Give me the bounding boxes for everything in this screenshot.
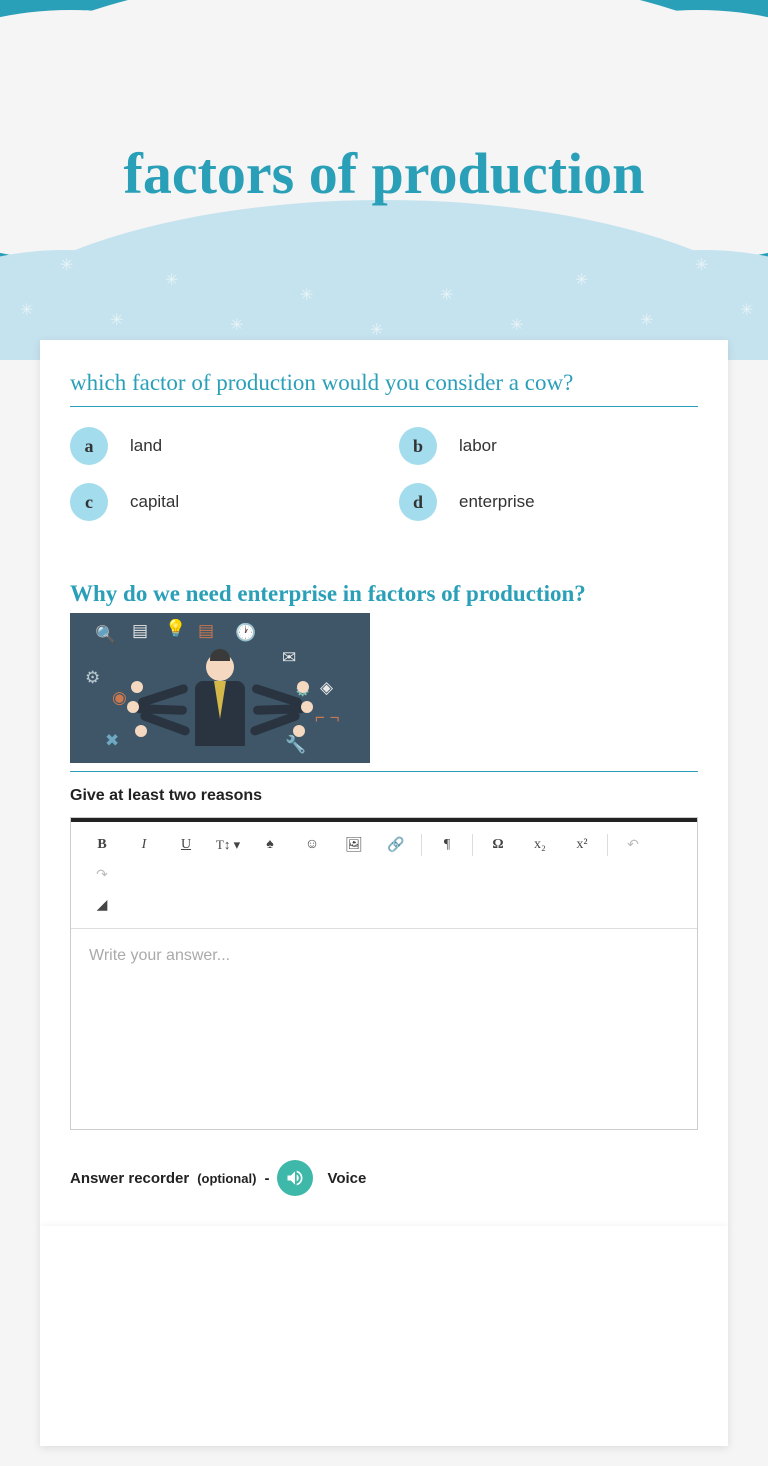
voice-record-button[interactable] [277,1160,313,1196]
fontsize-button[interactable]: T↕ ▾ [207,830,249,860]
bold-button[interactable]: B [81,830,123,860]
image-button[interactable]: 🖼 [333,830,375,860]
recorder-dash: - [264,1170,269,1187]
answer-textarea[interactable]: Write your answer... [71,929,697,1129]
voice-label: Voice [327,1170,366,1187]
color-button[interactable]: ♠ [249,830,291,860]
decorative-header: ✳ ✳ ✳ ✳ ✳ ✳ ✳ ✳ ✳ ✳ ✳ ✳ ✳ factors of pro… [0,0,768,360]
option-text-b: labor [459,436,497,456]
undo-button[interactable]: ↶ [612,830,654,860]
question-2-title: Why do we need enterprise in factors of … [70,581,698,607]
worksheet-card: which factor of production would you con… [40,340,728,1226]
answer-prompt: Give at least two reasons [70,787,698,805]
question-2-image: 🔍 ▤ 💡 ▤ 🕐 ✉ ⚙ ◉ ⚙ ◈ ⌐ ¬ ✖ 🔧 [70,613,370,763]
question-1-text: which factor of production would you con… [70,370,698,407]
speaker-icon [285,1168,305,1188]
italic-button[interactable]: I [123,830,165,860]
option-b[interactable]: b labor [399,427,698,465]
question-1-options: a land b labor c capital d enterprise [70,427,698,521]
option-d[interactable]: d enterprise [399,483,698,521]
answer-recorder-row: Answer recorder (optional) - Voice [70,1160,698,1196]
recorder-label: Answer recorder [70,1170,189,1187]
toolbar-separator [607,834,608,856]
page-title: factors of production [0,140,768,207]
divider [70,771,698,772]
option-text-a: land [130,436,162,456]
option-text-c: capital [130,492,179,512]
underline-button[interactable]: U [165,830,207,860]
recorder-optional: (optional) [197,1171,256,1186]
option-letter-c: c [70,483,108,521]
businessman-illustration [185,653,255,763]
eraser-button[interactable]: ◢ [81,890,123,920]
option-letter-a: a [70,427,108,465]
option-c[interactable]: c capital [70,483,369,521]
drop-icon: ♠ [266,837,273,853]
omega-button[interactable]: Ω [477,830,519,860]
rich-text-editor: B I U T↕ ▾ ♠ ☺ 🖼 🔗 ¶ Ω x₂ x² ↶ ↷ ◢ Write… [70,817,698,1130]
redo-button[interactable]: ↷ [81,860,123,890]
paragraph-button[interactable]: ¶ [426,830,468,860]
subscript-button[interactable]: x₂ [519,830,561,860]
toolbar-separator [472,834,473,856]
option-letter-b: b [399,427,437,465]
toolbar-separator [421,834,422,856]
emoji-button[interactable]: ☺ [291,830,333,860]
superscript-button[interactable]: x² [561,830,603,860]
option-text-d: enterprise [459,492,535,512]
option-letter-d: d [399,483,437,521]
editor-toolbar: B I U T↕ ▾ ♠ ☺ 🖼 🔗 ¶ Ω x₂ x² ↶ ↷ ◢ [71,822,697,929]
option-a[interactable]: a land [70,427,369,465]
link-button[interactable]: 🔗 [375,830,417,860]
